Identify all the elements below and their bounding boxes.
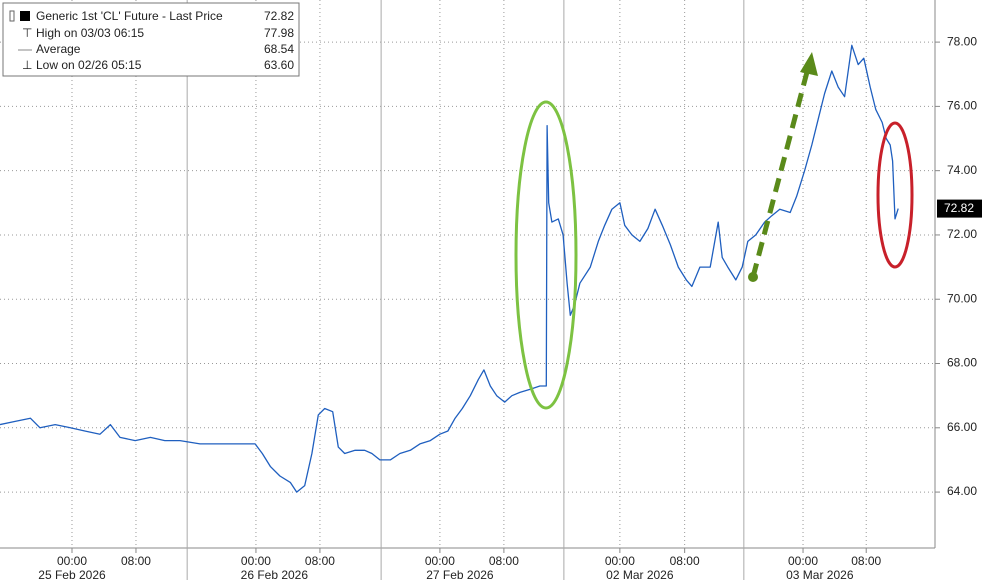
legend-swatch (20, 11, 30, 21)
day-label: 26 Feb 2026 (241, 568, 309, 580)
y-tick-label: 76.00 (947, 99, 977, 113)
legend-box (2, 2, 300, 77)
stat-value: 63.60 (264, 58, 294, 72)
last-price-tag (937, 199, 982, 218)
highlight-ellipse (514, 100, 578, 410)
stat-label: High on 03/03 06:15 (36, 26, 144, 40)
day-label: 03 Mar 2026 (786, 568, 854, 580)
arrow-head (800, 52, 818, 76)
stat-value: 77.98 (264, 26, 294, 40)
x-tick-label: 08:00 (670, 554, 700, 568)
x-tick-label: 00:00 (605, 554, 635, 568)
x-tick-label: 08:00 (121, 554, 151, 568)
y-tick-label: 72.00 (947, 227, 977, 241)
stat-label: Low on 02/26 05:15 (36, 58, 142, 72)
stat-value: 68.54 (264, 42, 294, 56)
legend: Generic 1st 'CL' Future - Last Price 72.… (2, 2, 300, 77)
x-tick-label: 00:00 (425, 554, 455, 568)
price-line (0, 44, 899, 493)
x-tick-label: 00:00 (788, 554, 818, 568)
legend-icon: ⊤ (22, 26, 32, 40)
y-tick-label: 74.00 (947, 163, 977, 177)
day-label: 25 Feb 2026 (38, 568, 106, 580)
arrow-start (748, 272, 758, 282)
day-label: 02 Mar 2026 (606, 568, 674, 580)
y-tick-label: 68.00 (947, 356, 977, 370)
stat-label: Average (36, 42, 81, 56)
x-tick-label: 00:00 (241, 554, 271, 568)
legend-icon (9, 10, 15, 22)
last-price-label: 72.82 (944, 201, 974, 215)
y-tick-label: 64.00 (947, 484, 977, 498)
x-tick-label: 08:00 (851, 554, 881, 568)
y-tick-label: 78.00 (947, 34, 977, 48)
x-tick-label: 00:00 (57, 554, 87, 568)
day-label: 27 Feb 2026 (426, 568, 494, 580)
legend-icon: ⊥ (22, 58, 32, 72)
highlight-ellipse (876, 121, 914, 269)
y-tick-label: 66.00 (947, 420, 977, 434)
legend-label: Generic 1st 'CL' Future - Last Price (36, 9, 223, 23)
x-tick-label: 08:00 (305, 554, 335, 568)
x-tick-label: 08:00 (489, 554, 519, 568)
trend-arrow (750, 71, 810, 278)
y-tick-label: 70.00 (947, 291, 977, 305)
legend-value: 72.82 (264, 9, 294, 23)
